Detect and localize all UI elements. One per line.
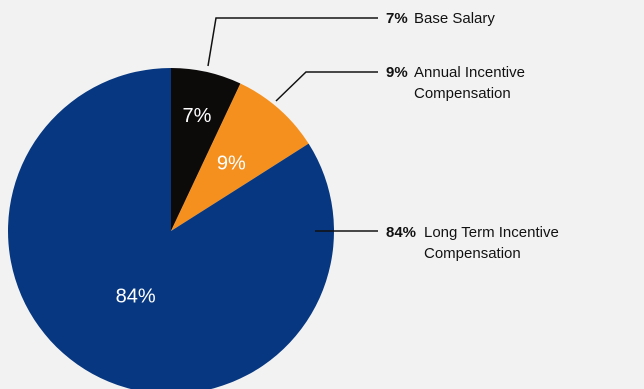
leader-line bbox=[275, 71, 378, 102]
legend-percent: 7% bbox=[386, 10, 408, 27]
legend-label: Long Term Incentive bbox=[424, 224, 559, 241]
legend-percent: 84% bbox=[386, 224, 416, 241]
legend-percent: 9% bbox=[386, 64, 408, 81]
leader-line bbox=[207, 17, 378, 67]
pie-slice-7-pct bbox=[171, 68, 241, 231]
legend-label: Compensation bbox=[414, 85, 511, 102]
slice-label: 9% bbox=[217, 153, 246, 175]
slice-labels-layer: 7% 9% 84% bbox=[116, 105, 246, 307]
leaders-layer bbox=[207, 17, 378, 232]
legend-label: Base Salary bbox=[414, 10, 495, 27]
legend-layer: 7% Base Salary 9% Annual Incentive Compensat… bbox=[386, 10, 559, 262]
legend-label: Annual Incentive bbox=[414, 64, 525, 81]
legend-label: Compensation bbox=[424, 245, 521, 262]
pie-slice-84-pct bbox=[8, 68, 334, 389]
slices-layer bbox=[8, 68, 334, 389]
pie-slice-9-pct bbox=[171, 83, 309, 232]
slice-label: 84% bbox=[116, 285, 156, 307]
slice-label: 7% bbox=[183, 105, 212, 127]
